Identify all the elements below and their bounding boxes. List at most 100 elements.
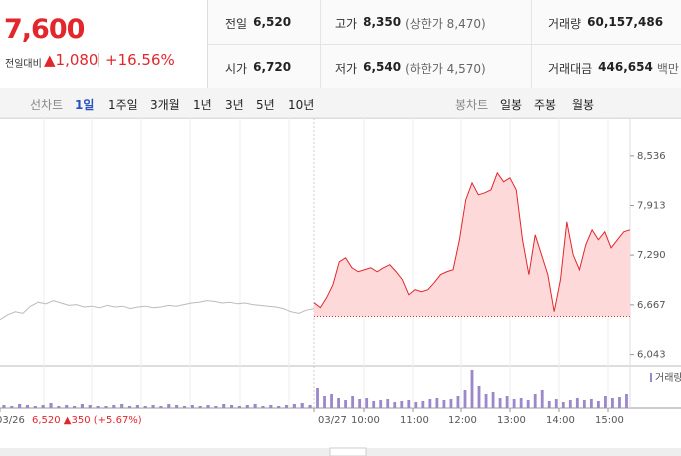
volume-bar — [80, 404, 84, 408]
volume-bar — [292, 404, 296, 408]
volume-bar — [182, 406, 187, 408]
x-tick-label: 03/27 — [318, 415, 347, 426]
volume-bar — [575, 398, 579, 408]
volume-bar — [230, 405, 234, 408]
volume-bar — [540, 390, 544, 408]
volume-bar — [358, 399, 362, 408]
period-tab[interactable]: 1년 — [193, 98, 212, 112]
price-line — [313, 171, 631, 312]
volume-bar — [25, 405, 30, 408]
quote-extra: (상한가 8,470) — [405, 17, 486, 31]
change-label: 전일대비 — [5, 59, 42, 70]
volume-bar — [269, 405, 273, 408]
quote-label: 전일 — [225, 17, 248, 31]
period-tab[interactable]: 1일 — [75, 98, 95, 112]
volume-bar — [428, 399, 432, 408]
period-tab[interactable]: 3년 — [225, 98, 244, 112]
volume-bar — [65, 405, 69, 408]
volume-bar — [73, 406, 77, 408]
line-chart-label: 선차트 — [30, 98, 64, 112]
volume-bar — [112, 405, 116, 408]
quote-label: 거래량 — [548, 17, 582, 31]
volume-bar — [253, 404, 257, 408]
volume-bar — [561, 402, 565, 408]
volume-bar — [456, 396, 460, 408]
volume-bar — [393, 402, 397, 408]
volume-bar — [407, 400, 411, 408]
quote-value: 446,654 — [598, 60, 653, 74]
volume-bar — [625, 394, 628, 408]
volume-bar — [49, 403, 53, 408]
volume-bar — [190, 405, 194, 408]
prev-day-annotation: 6,520 ▲350 (+5.67%) — [32, 415, 142, 426]
volume-bar — [379, 400, 383, 408]
period-tab[interactable]: 3개월 — [150, 98, 180, 112]
volume-bar — [442, 400, 446, 408]
price-panel: 7,600 전일대비 ▲1,080 +16.56% — [0, 0, 208, 89]
volume-bar — [421, 401, 425, 408]
volume-bar — [135, 405, 139, 408]
volume-bar — [386, 399, 390, 408]
x-tick-label: 12:00 — [448, 415, 477, 426]
volume-bar — [554, 399, 558, 408]
volume-bar — [316, 388, 319, 408]
period-tab[interactable]: 5년 — [256, 98, 275, 112]
volume-bar — [498, 398, 502, 408]
volume-bar — [88, 405, 92, 408]
quote-label: 시가 — [225, 62, 248, 76]
divider — [98, 53, 99, 67]
candle-tab[interactable]: 일봉 — [500, 98, 523, 112]
x-tick-label: 14:00 — [546, 415, 575, 426]
volume-bar — [611, 398, 614, 408]
row-divider — [208, 44, 681, 45]
volume-bar — [175, 405, 179, 408]
volume-bar — [568, 400, 572, 408]
volume-bar — [372, 401, 376, 408]
quote-value: 6,540 — [363, 60, 402, 74]
volume-bar — [261, 406, 265, 408]
volume-bar — [18, 404, 22, 408]
volume-bar — [284, 405, 289, 408]
change: ▲1,080 — [44, 51, 99, 69]
volume-bar — [167, 404, 171, 408]
y-tick-label: 6,667 — [637, 300, 666, 311]
volume-bar — [337, 398, 340, 408]
volume-bar — [449, 399, 453, 408]
volume-bar — [589, 399, 593, 408]
candle-tab[interactable]: 주봉 — [534, 98, 557, 112]
volume-bar — [41, 405, 45, 408]
candle-chart-label: 봉차트 — [455, 98, 489, 112]
quote-label: 저가 — [335, 62, 358, 76]
period-tab[interactable]: 1주일 — [108, 98, 138, 112]
volume-bar — [151, 405, 155, 408]
y-tick-label: 7,913 — [637, 200, 666, 211]
volume-bar — [143, 406, 147, 408]
volume-bar — [470, 370, 474, 408]
volume-legend-swatch — [650, 373, 652, 382]
quote-label: 고가 — [335, 17, 358, 31]
volume-bar — [484, 394, 488, 408]
candle-tab[interactable]: 월봉 — [572, 98, 595, 112]
period-tab[interactable]: 10년 — [288, 98, 315, 112]
volume-bar — [206, 405, 210, 408]
price-line — [0, 300, 315, 321]
x-tick-label: 03/26 — [0, 415, 25, 426]
volume-bar — [198, 406, 202, 408]
volume-bar — [323, 396, 326, 408]
volume-bar — [308, 405, 312, 408]
volume-bar — [477, 386, 481, 408]
volume-bar — [222, 404, 226, 408]
volume-bar — [533, 394, 537, 408]
x-tick-label: 13:00 — [497, 415, 526, 426]
volume-bar — [10, 406, 14, 408]
volume-bar — [245, 405, 249, 408]
volume-bar — [582, 400, 586, 408]
volume-bar — [491, 392, 495, 408]
volume-bar — [300, 403, 304, 408]
volume-bar — [351, 396, 355, 408]
volume-bar — [214, 406, 218, 408]
volume-bar — [400, 401, 404, 408]
volume-bar — [96, 406, 100, 408]
volume-bar — [330, 394, 333, 408]
